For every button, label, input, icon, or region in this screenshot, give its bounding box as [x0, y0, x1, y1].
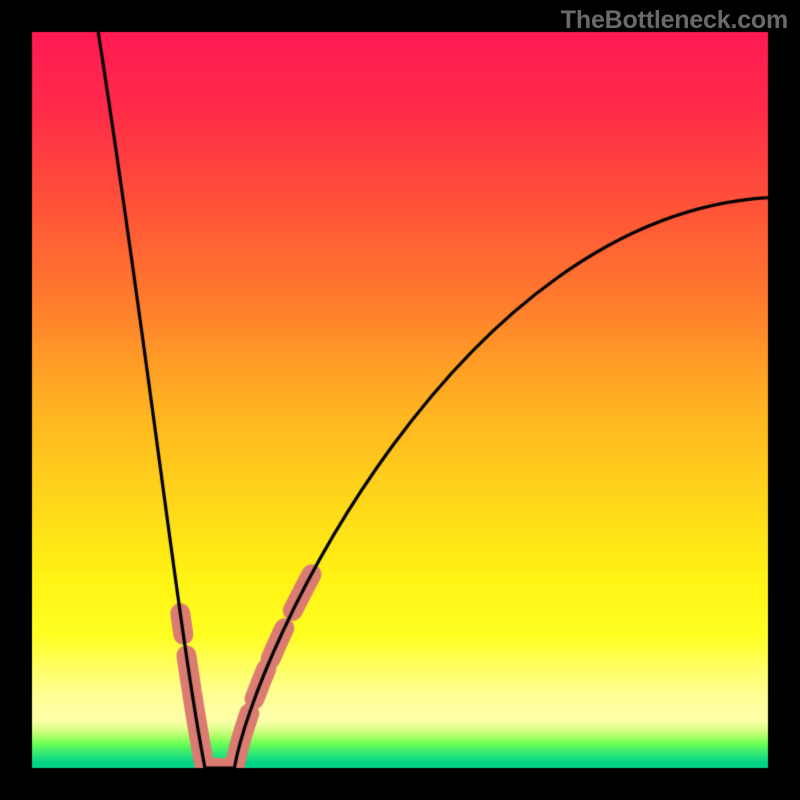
- chart-stage: TheBottleneck.com: [0, 0, 800, 800]
- bottleneck-chart: [0, 0, 800, 800]
